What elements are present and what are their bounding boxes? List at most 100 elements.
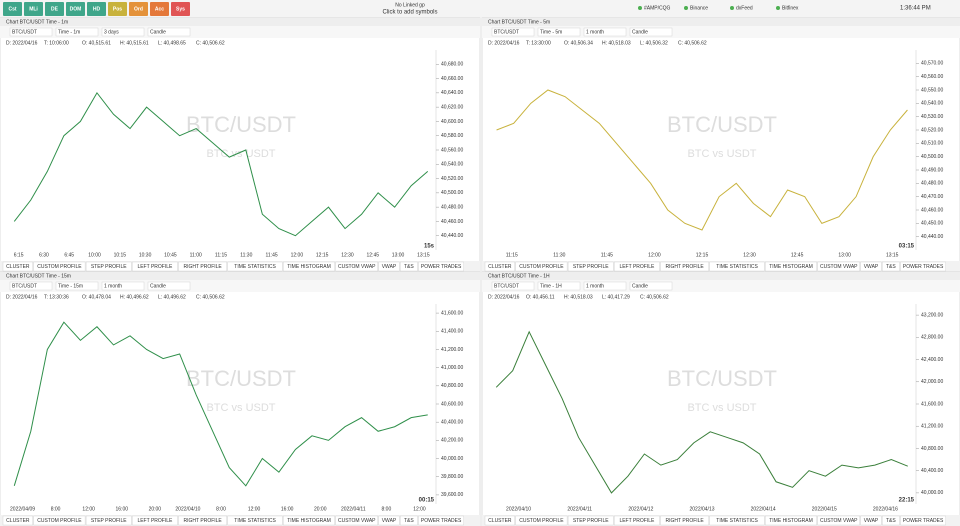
add-symbols[interactable]: Click to add symbols xyxy=(382,10,437,16)
tab[interactable] xyxy=(227,515,283,526)
tab[interactable] xyxy=(614,261,660,272)
tab[interactable] xyxy=(378,261,400,272)
toolbar-button-label[interactable]: DOM xyxy=(70,6,82,12)
toolbar-field[interactable] xyxy=(491,281,535,291)
tab[interactable] xyxy=(900,261,946,272)
tab-label[interactable]: T&S xyxy=(404,518,414,524)
tab-label[interactable]: T&S xyxy=(886,264,896,270)
tab-label[interactable]: CLUSTER xyxy=(488,264,512,270)
tab[interactable] xyxy=(132,515,178,526)
tab[interactable] xyxy=(418,261,464,272)
toolbar-field-text[interactable]: BTC/USDT xyxy=(494,283,519,289)
toolbar-button[interactable] xyxy=(45,2,64,16)
toolbar-field[interactable] xyxy=(537,281,581,291)
toolbar-field[interactable] xyxy=(629,281,673,291)
tab[interactable] xyxy=(484,515,515,526)
tab[interactable] xyxy=(85,515,132,526)
toolbar-field[interactable] xyxy=(147,27,191,37)
tab[interactable] xyxy=(178,261,227,272)
toolbar-field[interactable] xyxy=(55,27,99,37)
toolbar-field[interactable] xyxy=(537,27,581,37)
tab-label[interactable]: VWAP xyxy=(382,518,397,524)
tab[interactable] xyxy=(567,261,614,272)
toolbar-field-text[interactable]: BTC/USDT xyxy=(12,29,37,35)
toolbar-button[interactable] xyxy=(24,2,43,16)
toolbar-button[interactable] xyxy=(3,2,22,16)
tab-label[interactable]: POWER TRADES xyxy=(903,518,944,524)
tab[interactable] xyxy=(85,261,132,272)
tab-label[interactable]: VWAP xyxy=(382,264,397,270)
toolbar-button[interactable] xyxy=(66,2,85,16)
tab-label[interactable]: T&S xyxy=(886,518,896,524)
tab[interactable] xyxy=(882,515,900,526)
toolbar-button-label[interactable]: Ord xyxy=(134,6,143,12)
toolbar-field[interactable] xyxy=(491,27,535,37)
tab-label[interactable]: RIGHT PROFILE xyxy=(184,264,223,270)
tab-label[interactable]: RIGHT PROFILE xyxy=(184,518,223,524)
tab[interactable] xyxy=(817,515,861,526)
tab[interactable] xyxy=(400,261,418,272)
tab-label[interactable]: CUSTOM PROFILE xyxy=(519,518,564,524)
tab[interactable] xyxy=(378,515,400,526)
tab[interactable] xyxy=(515,261,568,272)
tab[interactable] xyxy=(283,515,335,526)
tab[interactable] xyxy=(178,515,227,526)
tab[interactable] xyxy=(33,261,86,272)
tab-label[interactable]: CLUSTER xyxy=(6,518,30,524)
tab-label[interactable]: VWAP xyxy=(864,264,879,270)
tab[interactable] xyxy=(709,261,765,272)
tab[interactable] xyxy=(709,515,765,526)
toolbar-field[interactable] xyxy=(583,281,627,291)
tab-label[interactable]: STEP PROFILE xyxy=(573,518,609,524)
toolbar-button[interactable] xyxy=(171,2,190,16)
tab-label[interactable]: CUSTOM VWAP xyxy=(820,518,858,524)
tab-label[interactable]: CUSTOM VWAP xyxy=(338,518,376,524)
toolbar-field[interactable] xyxy=(147,281,191,291)
toolbar-field-text[interactable]: 3 days xyxy=(104,29,119,35)
tab-label[interactable]: LEFT PROFILE xyxy=(619,518,655,524)
tab-label[interactable]: LEFT PROFILE xyxy=(137,518,173,524)
toolbar-field[interactable] xyxy=(629,27,673,37)
tab[interactable] xyxy=(515,515,568,526)
toolbar-field[interactable] xyxy=(583,27,627,37)
tab[interactable] xyxy=(132,261,178,272)
toolbar-button-label[interactable]: MLi xyxy=(29,6,38,12)
tab[interactable] xyxy=(567,515,614,526)
tab-label[interactable]: STEP PROFILE xyxy=(91,264,127,270)
toolbar-button-label[interactable]: Acc xyxy=(155,6,164,12)
tab-label[interactable]: POWER TRADES xyxy=(903,264,944,270)
toolbar-field[interactable] xyxy=(101,281,145,291)
tab-label[interactable]: CLUSTER xyxy=(6,264,30,270)
tab-label[interactable]: POWER TRADES xyxy=(421,264,462,270)
tab-label[interactable]: LEFT PROFILE xyxy=(137,264,173,270)
toolbar-field-text[interactable]: BTC/USDT xyxy=(12,283,37,289)
toolbar-button-label[interactable]: Cst xyxy=(8,6,16,12)
toolbar-button-label[interactable]: Sys xyxy=(176,6,185,12)
toolbar-field[interactable] xyxy=(55,281,99,291)
tab[interactable] xyxy=(400,515,418,526)
tab-label[interactable]: CUSTOM PROFILE xyxy=(519,264,564,270)
tab[interactable] xyxy=(860,515,882,526)
tab[interactable] xyxy=(900,515,946,526)
tab[interactable] xyxy=(227,261,283,272)
tab[interactable] xyxy=(614,515,660,526)
tab[interactable] xyxy=(765,515,817,526)
tab[interactable] xyxy=(660,515,709,526)
tab[interactable] xyxy=(882,261,900,272)
tab-label[interactable]: TIME STATISTICS xyxy=(234,518,276,524)
tab-label[interactable]: TIME HISTOGRAM xyxy=(769,518,813,524)
tab-label[interactable]: CUSTOM PROFILE xyxy=(37,264,82,270)
tab[interactable] xyxy=(2,515,33,526)
toolbar-field-text[interactable]: Time - 15m xyxy=(58,283,83,289)
toolbar-button-label[interactable]: DE xyxy=(51,6,59,12)
toolbar-field[interactable] xyxy=(9,27,53,37)
toolbar-field-text[interactable]: Time - 1H xyxy=(540,283,562,289)
tab-label[interactable]: LEFT PROFILE xyxy=(619,264,655,270)
toolbar-field-text[interactable]: BTC/USDT xyxy=(494,29,519,35)
tab[interactable] xyxy=(335,515,379,526)
toolbar-field-text[interactable]: Candle xyxy=(632,283,648,289)
toolbar-button[interactable] xyxy=(150,2,169,16)
toolbar-button[interactable] xyxy=(87,2,106,16)
tab-label[interactable]: POWER TRADES xyxy=(421,518,462,524)
tab[interactable] xyxy=(2,261,33,272)
